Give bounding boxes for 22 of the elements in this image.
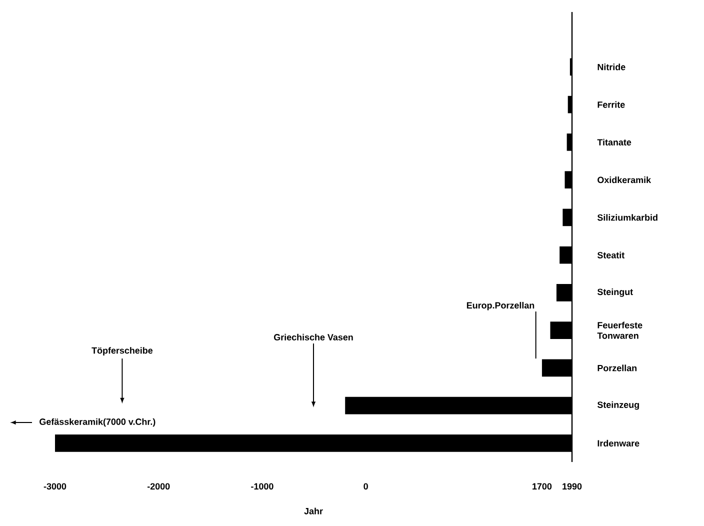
y-tick-label: Steingut — [597, 288, 633, 297]
x-tick-label: 0 — [364, 483, 368, 490]
y-tick-label: Porzellan — [598, 364, 637, 372]
y-tick-label: Oxidkeramik — [598, 176, 652, 184]
y-tick-label: Steinzeug — [597, 401, 639, 410]
y-tick-label: Steatit — [597, 252, 624, 258]
x-tick-label: -2000 — [147, 483, 170, 490]
x-tick-label: 1990 — [562, 483, 582, 490]
y-tick-label: Feuerfeste Tonwaren — [597, 322, 642, 339]
annotation: Griechische Vasen — [274, 334, 353, 340]
y-tick-label: Irdenware — [598, 440, 640, 446]
y-tick-label: Siliziumkarbid — [597, 214, 658, 221]
annotation: Europ.Porzellan — [466, 302, 534, 310]
x-tick-label: -3000 — [44, 483, 66, 490]
y-tick-label: Ferrite — [598, 101, 625, 108]
y-tick-label: Titanate — [597, 138, 632, 146]
x-tick-label: 1700 — [532, 483, 552, 490]
y-tick-label: Nitride — [598, 64, 626, 70]
x-axis-title: Jahr — [304, 508, 323, 514]
x-tick-label: -1000 — [251, 483, 274, 490]
annotation: Töpferscheibe — [92, 347, 153, 356]
annotation: Gefässkeramik(7000 v.Chr.) — [40, 418, 156, 427]
